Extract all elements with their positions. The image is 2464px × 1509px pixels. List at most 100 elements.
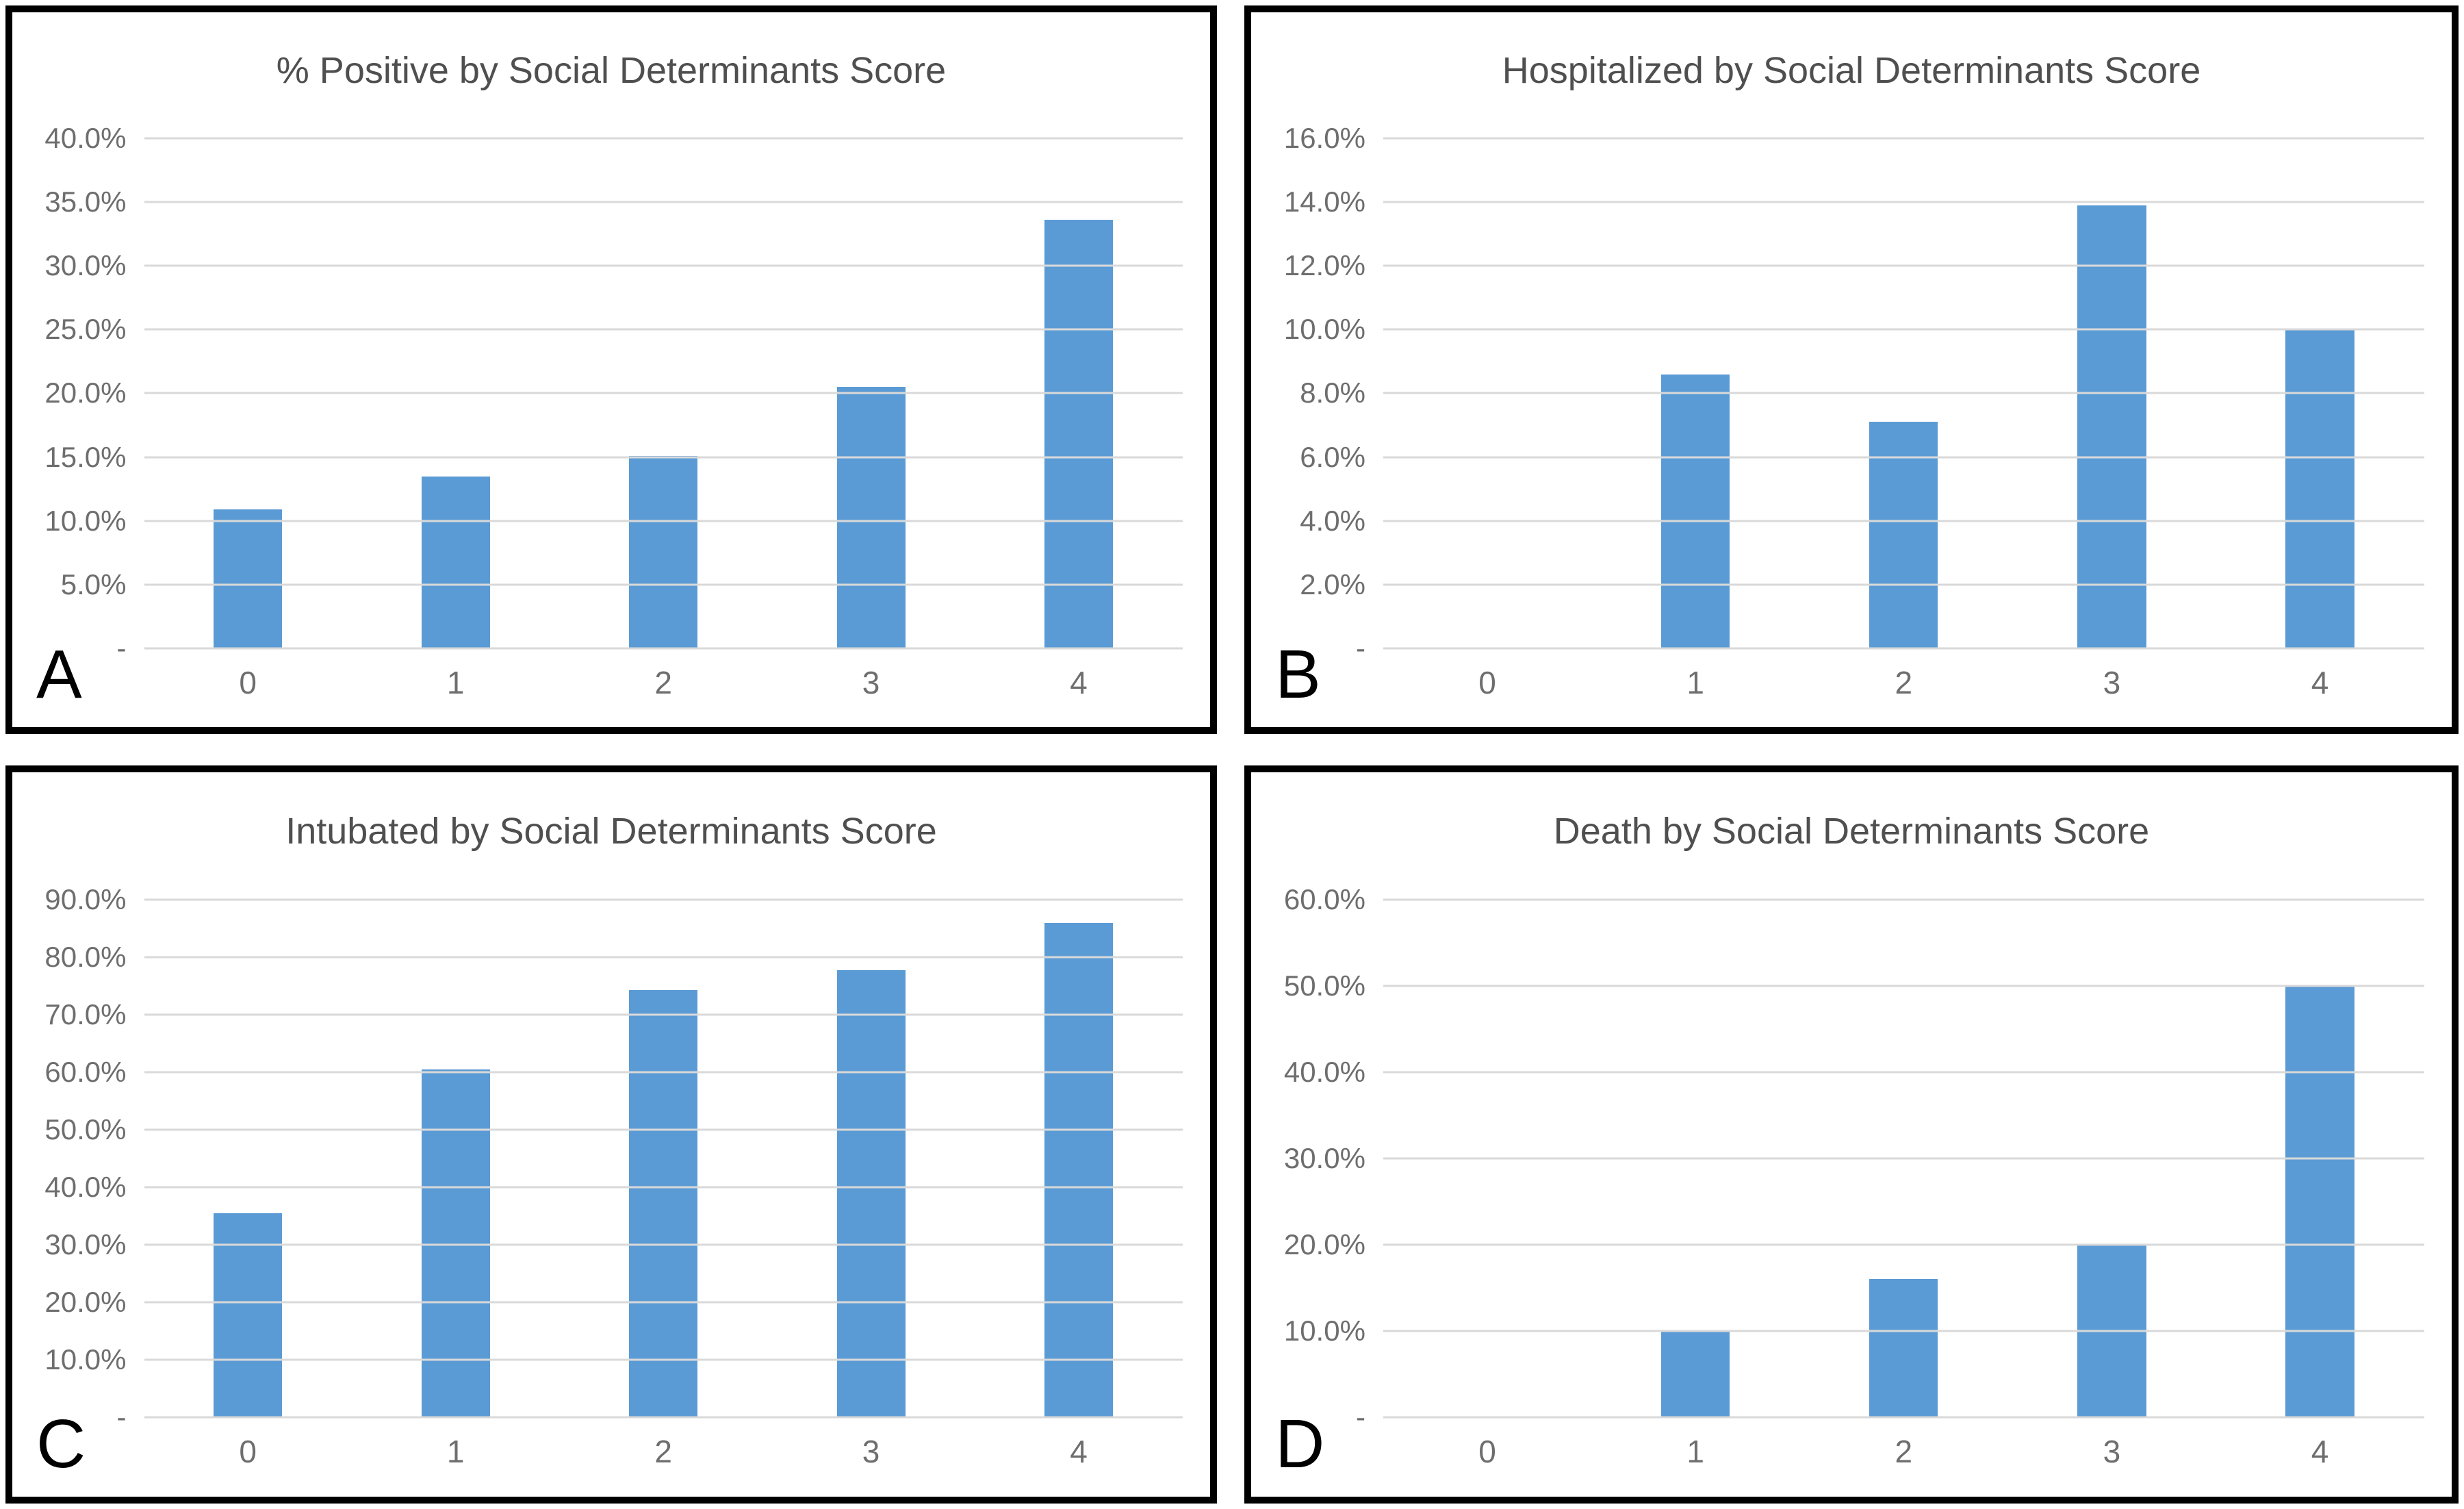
gridline [1383, 1071, 2424, 1074]
category-slot-0 [144, 138, 352, 649]
y-axis-tick-label: 10.0% [44, 504, 127, 537]
gridline [1383, 1243, 2424, 1246]
bar-d-score-2 [1869, 1279, 1938, 1417]
gridline [144, 328, 1183, 331]
gridline [144, 1243, 1183, 1246]
gridline [144, 1301, 1183, 1304]
y-axis-tick-label: 8.0% [1300, 377, 1365, 409]
y-axis-tick-label: 2.0% [1300, 568, 1365, 600]
y-axis-zero-dash: - [116, 632, 127, 665]
gridline [1383, 392, 2424, 394]
y-axis-tick-label: 60.0% [1283, 883, 1365, 916]
y-axis-tick-label: 4.0% [1300, 504, 1365, 537]
y-axis-tick-label: 12.0% [1283, 249, 1365, 282]
bar-c-score-4 [1044, 922, 1114, 1417]
x-axis-tick-label: 4 [2311, 665, 2329, 701]
chart-panel-c: Intubated by Social Determinants Score 9… [5, 765, 1217, 1504]
x-axis-tick-label: 1 [1686, 665, 1704, 701]
x-axis-tick-label: 0 [239, 665, 257, 701]
x-axis-tick-labels: 0 1 2 3 4 [1383, 1433, 2424, 1470]
gridline [144, 456, 1183, 459]
panel-letter-c: C [36, 1405, 86, 1482]
bar-d-score-4 [2285, 986, 2354, 1417]
bar-series [1383, 900, 2424, 1417]
x-axis-baseline [144, 1416, 1183, 1419]
bar-b-score-3 [2077, 205, 2146, 649]
x-axis-tick-label: 2 [1895, 665, 1913, 701]
category-slot-4 [975, 900, 1182, 1417]
x-axis-tick-label: 2 [654, 1433, 672, 1469]
panel-letter-b: B [1275, 635, 1321, 713]
gridline [1383, 898, 2424, 901]
gridline [144, 137, 1183, 140]
x-axis-tick-label: 4 [1070, 665, 1088, 701]
category-slot-3 [767, 138, 975, 649]
bar-a-score-4 [1044, 220, 1114, 649]
x-axis-tick-labels: 0 1 2 3 4 [144, 664, 1183, 701]
y-axis-tick-label: 80.0% [44, 941, 127, 974]
category-slot-1 [1591, 138, 1799, 649]
x-axis-tick-label: 3 [2103, 665, 2121, 701]
x-axis-tick-labels: 0 1 2 3 4 [144, 1433, 1183, 1470]
gridline [144, 392, 1183, 394]
panel-letter-a: A [36, 635, 82, 713]
gridline [1383, 137, 2424, 140]
gridline [1383, 583, 2424, 586]
gridline [144, 956, 1183, 959]
category-slot-4 [975, 138, 1182, 649]
bar-series [144, 900, 1183, 1417]
y-axis-tick-label: 6.0% [1300, 440, 1365, 473]
y-axis-zero-dash: - [1355, 632, 1365, 665]
gridline [1383, 520, 2424, 522]
category-slot-3 [2007, 138, 2216, 649]
y-axis-tick-label: 50.0% [44, 1113, 127, 1145]
y-axis-tick-label: 35.0% [44, 185, 127, 218]
category-slot-2 [1799, 138, 2007, 649]
category-slot-1 [352, 138, 559, 649]
y-axis-zero-dash: - [116, 1400, 127, 1433]
x-axis-tick-label: 2 [654, 665, 672, 701]
bar-c-score-2 [629, 989, 698, 1417]
gridline [144, 264, 1183, 267]
y-axis-tick-label: 14.0% [1283, 185, 1365, 218]
y-axis-zero-dash: - [1355, 1400, 1365, 1433]
y-axis-tick-label: 20.0% [44, 1285, 127, 1318]
gridline [144, 898, 1183, 901]
y-axis-tick-label: 5.0% [60, 568, 127, 600]
category-slot-4 [2216, 138, 2424, 649]
gridline [144, 1013, 1183, 1016]
gridline [144, 1358, 1183, 1361]
x-axis-tick-label: 4 [2311, 1433, 2329, 1469]
bar-a-score-3 [836, 387, 906, 649]
bar-a-score-0 [214, 509, 283, 649]
y-axis-tick-label: 15.0% [44, 440, 127, 473]
y-axis-tick-label: 30.0% [1283, 1141, 1365, 1174]
chart-title: Hospitalized by Social Determinants Scor… [1502, 50, 2201, 92]
x-axis-tick-label: 1 [1686, 1433, 1704, 1469]
bar-series [144, 138, 1183, 649]
gridline [1383, 1330, 2424, 1332]
category-slot-2 [559, 900, 767, 1417]
plot-area: 40.0% 35.0% 30.0% 25.0% 20.0% 15.0% 10.0% 5.0% - [44, 122, 1183, 664]
x-axis-tick-label: 0 [1478, 665, 1496, 701]
chart-title: Death by Social Determinants Score [1553, 811, 2150, 852]
bar-a-score-1 [421, 476, 490, 649]
y-axis-tick-label: 10.0% [44, 1343, 127, 1375]
category-slot-2 [1799, 900, 2007, 1417]
y-axis-tick-label: 50.0% [1283, 969, 1365, 1002]
y-axis-tick-label: 40.0% [44, 121, 127, 154]
gridline [144, 1186, 1183, 1189]
y-axis-tick-label: 25.0% [44, 313, 127, 346]
x-axis-tick-label: 4 [1070, 1433, 1088, 1469]
y-axis-tick-label: 90.0% [44, 883, 127, 916]
y-axis-tick-label: 20.0% [44, 377, 127, 409]
gridline [144, 583, 1183, 586]
panel-letter-d: D [1275, 1405, 1325, 1482]
x-axis-tick-label: 0 [1478, 1433, 1496, 1469]
bar-b-score-1 [1660, 374, 1730, 649]
x-axis-tick-label: 1 [446, 665, 465, 701]
category-slot-1 [352, 900, 559, 1417]
category-slot-2 [559, 138, 767, 649]
x-axis-baseline [1383, 647, 2424, 650]
